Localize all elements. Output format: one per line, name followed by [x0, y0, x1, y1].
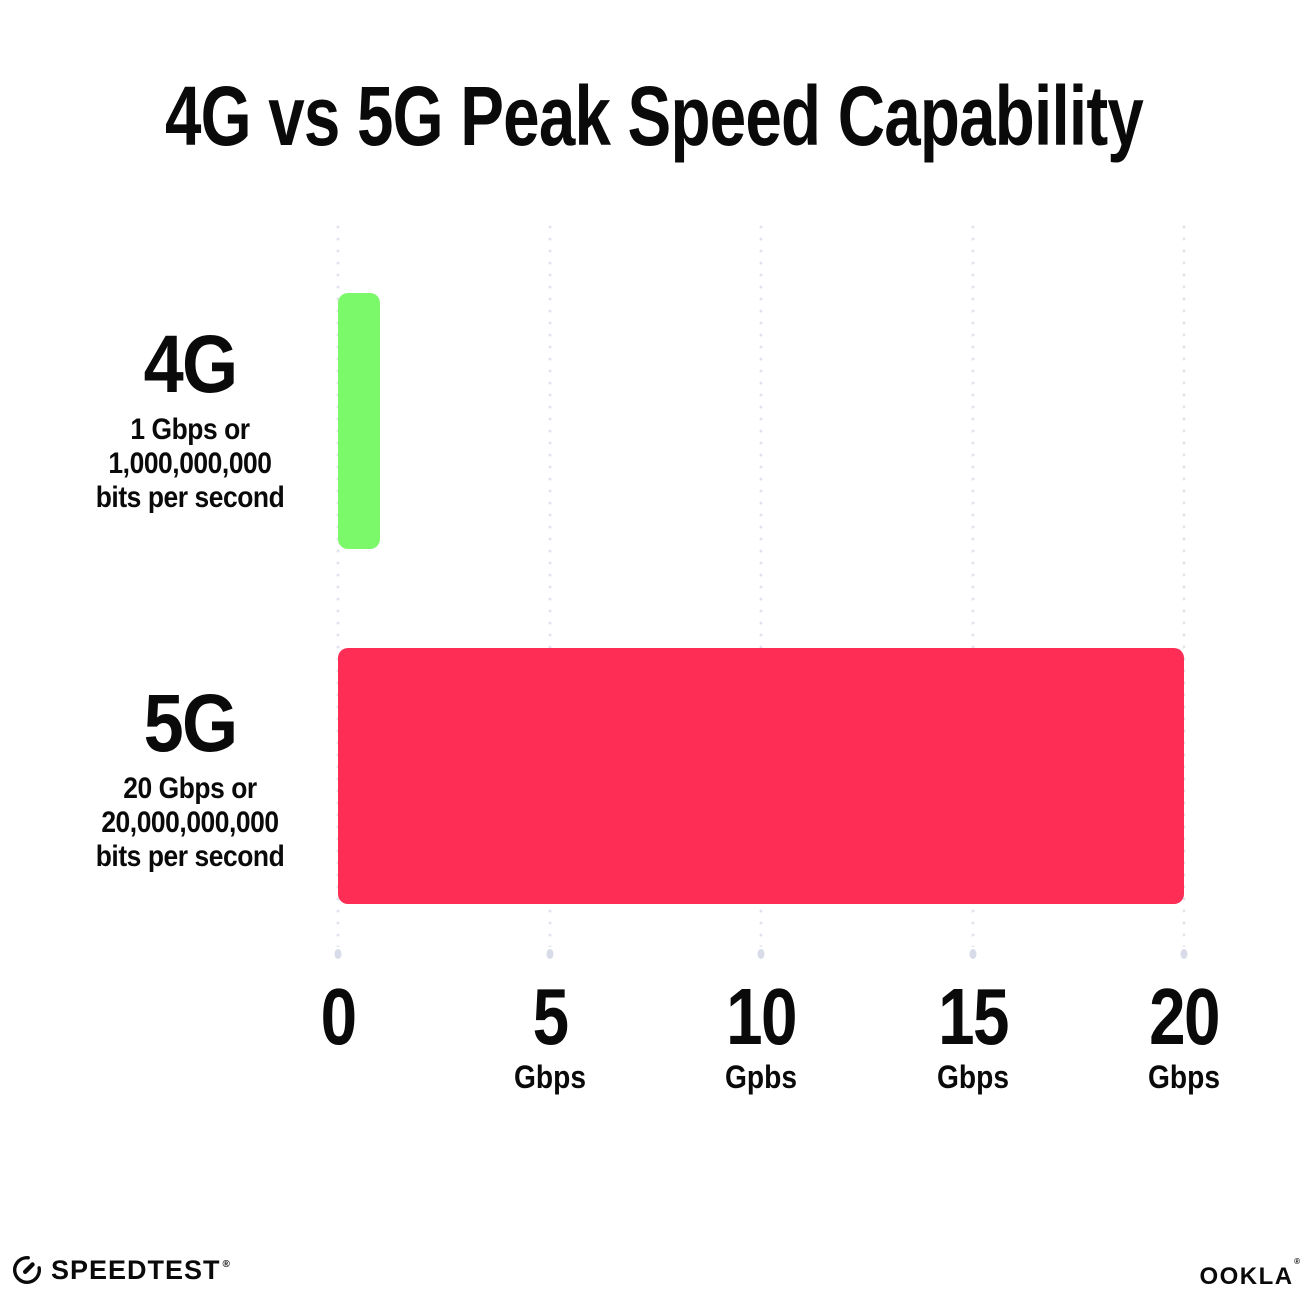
category-name-4g: 4G: [143, 319, 239, 410]
desc-line: 20 Gbps or: [123, 772, 257, 805]
x-tick-0: 0: [317, 972, 360, 1061]
desc-line: 1,000,000,000: [108, 447, 272, 480]
speedtest-registered-mark: ®: [222, 1258, 230, 1270]
x-tick-value: 15: [937, 972, 1009, 1061]
category-desc-5g: 20 Gbps or 20,000,000,000 bits per secon…: [62, 772, 319, 874]
gridline-15: [970, 225, 975, 947]
x-tick-value: 10: [726, 972, 797, 1061]
ookla-wordmark: OOKLA: [1199, 1263, 1294, 1290]
x-tick-20: 20 Gbps: [1142, 972, 1227, 1095]
x-tick-unit: Gbps: [513, 1059, 586, 1095]
ookla-registered-mark: ®: [1294, 1257, 1300, 1266]
gridline-5: [547, 225, 552, 947]
desc-line: bits per second: [95, 481, 285, 514]
x-axis: 0 5 Gbps 10 Gpbs 15 Gbps 20 Gbps: [321, 972, 1221, 1112]
category-name-5g: 5G: [143, 678, 239, 769]
desc-line: 20,000,000,000: [101, 806, 279, 839]
x-tick-value: 0: [320, 972, 357, 1061]
x-tick-15: 15 Gbps: [930, 972, 1015, 1095]
x-tick-unit: Gbps: [936, 1059, 1009, 1095]
x-tick-value: 20: [1149, 972, 1220, 1061]
gridline-20: [1182, 225, 1186, 947]
x-tick-value: 5: [532, 972, 568, 1061]
page-title: 4G vs 5G Peak Speed Capability: [164, 69, 1144, 164]
speedtest-wordmark: SPEEDTEST: [51, 1254, 221, 1285]
bar-5g: [338, 648, 1184, 904]
x-tick-unit: Gpbs: [725, 1059, 797, 1095]
desc-line: 1 Gbps or: [130, 413, 250, 446]
x-tick-10: 10 Gpbs: [719, 972, 804, 1095]
bar-4g: [338, 293, 381, 549]
gridline-10: [759, 225, 763, 947]
speedometer-icon: [11, 1254, 43, 1286]
x-tick-5: 5 Gbps: [509, 972, 591, 1095]
category-label-5g: 5G 20 Gbps or 20,000,000,000 bits per se…: [62, 683, 319, 874]
gridline-0: [336, 225, 340, 947]
speedtest-logo: SPEEDTEST ®: [11, 1254, 230, 1286]
category-desc-4g: 1 Gbps or 1,000,000,000 bits per second: [62, 413, 319, 515]
desc-line: bits per second: [95, 840, 285, 873]
category-label-4g: 4G 1 Gbps or 1,000,000,000 bits per seco…: [62, 324, 319, 515]
chart-plot: [336, 225, 1186, 958]
ookla-logo: OOKLA ®: [1199, 1257, 1300, 1291]
x-tick-unit: Gbps: [1148, 1059, 1220, 1095]
